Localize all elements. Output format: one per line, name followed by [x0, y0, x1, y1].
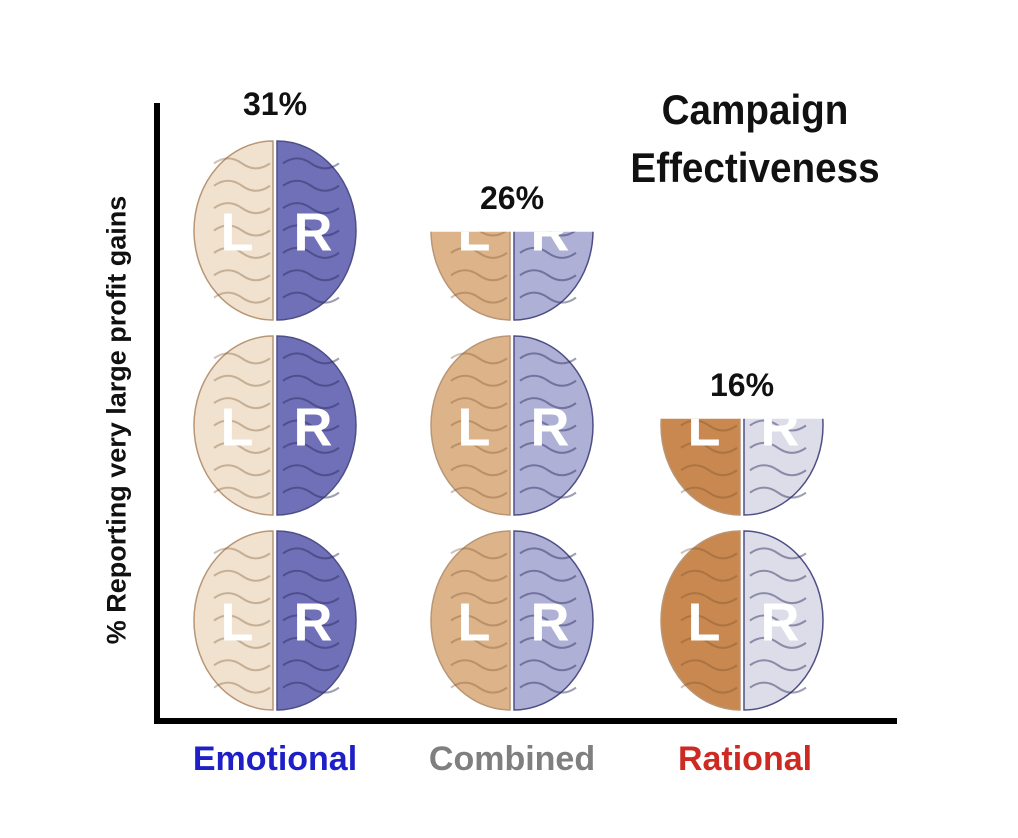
left-hemisphere-label: L — [458, 203, 491, 263]
right-hemisphere-label: R — [294, 398, 333, 458]
left-hemisphere-label: L — [458, 593, 491, 653]
bars-group: L RL RL RL RL RL RL RL RL RL RL R — [193, 0, 824, 711]
left-hemisphere-label: L — [458, 8, 491, 68]
right-hemisphere-label: R — [761, 203, 800, 263]
left-hemisphere-label: L — [221, 593, 254, 653]
right-hemisphere-label: R — [761, 398, 800, 458]
right-hemisphere-label: R — [294, 203, 333, 263]
chart-title-line-1: Campaign — [661, 86, 849, 133]
value-label-combined: 26% — [479, 179, 545, 216]
right-hemisphere-label: R — [761, 593, 800, 653]
value-label-rational: 16% — [709, 366, 775, 403]
category-label-rational: Rational — [677, 740, 813, 778]
right-hemisphere-label: R — [531, 398, 570, 458]
category-label-combined: Combined — [428, 740, 596, 778]
left-hemisphere-label: L — [458, 398, 491, 458]
bar-emotional: L RL RL RL R — [193, 8, 357, 711]
right-hemisphere-label: R — [531, 593, 570, 653]
left-hemisphere-label: L — [221, 203, 254, 263]
left-hemisphere-label: L — [221, 398, 254, 458]
left-hemisphere-label: L — [688, 593, 721, 653]
bar-combined: L RL RL RL R — [430, 0, 594, 711]
chart-title-line-2: Effectiveness — [630, 144, 880, 191]
right-hemisphere-label: R — [294, 593, 333, 653]
left-hemisphere-label: L — [688, 203, 721, 263]
left-hemisphere-label: L — [688, 398, 721, 458]
bar-rational: L RL RL R — [660, 203, 824, 711]
right-hemisphere-label: R — [531, 8, 570, 68]
right-hemisphere-label: R — [531, 203, 570, 263]
right-hemisphere-label: R — [294, 8, 333, 68]
category-label-emotional: Emotional — [192, 740, 358, 778]
left-hemisphere-label: L — [221, 8, 254, 68]
y-axis-label: % Reporting very large profit gains — [101, 195, 132, 645]
value-label-emotional: 31% — [242, 86, 308, 123]
